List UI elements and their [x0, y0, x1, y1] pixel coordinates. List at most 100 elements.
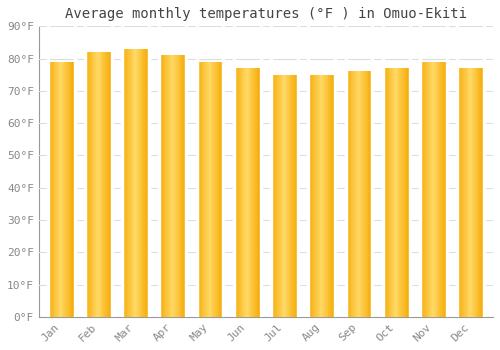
Bar — [363, 71, 364, 317]
Bar — [326, 75, 328, 317]
Bar — [471, 68, 472, 317]
Bar — [102, 52, 104, 317]
Bar — [106, 52, 107, 317]
Bar — [145, 49, 146, 317]
Bar — [66, 62, 67, 317]
Bar — [424, 62, 425, 317]
Bar — [371, 71, 372, 317]
Bar — [434, 62, 435, 317]
Bar — [370, 71, 371, 317]
Bar — [105, 52, 106, 317]
Bar — [216, 62, 217, 317]
Bar — [144, 49, 145, 317]
Bar — [295, 75, 296, 317]
Bar — [275, 75, 276, 317]
Bar — [426, 62, 427, 317]
Bar — [358, 71, 360, 317]
Bar — [96, 52, 97, 317]
Bar — [54, 62, 56, 317]
Bar — [462, 68, 463, 317]
Bar — [457, 68, 458, 317]
Bar — [390, 68, 392, 317]
Bar — [70, 62, 72, 317]
Bar — [444, 62, 446, 317]
Bar — [333, 75, 334, 317]
Bar — [57, 62, 58, 317]
Bar — [89, 52, 90, 317]
Bar — [432, 62, 433, 317]
Bar — [346, 71, 347, 317]
Bar — [396, 68, 398, 317]
Bar — [332, 75, 333, 317]
Bar — [278, 75, 280, 317]
Bar — [353, 71, 354, 317]
Bar — [110, 52, 112, 317]
Bar — [128, 49, 129, 317]
Bar — [169, 55, 170, 317]
Bar — [184, 55, 185, 317]
Bar — [88, 52, 89, 317]
Bar — [97, 52, 98, 317]
Bar — [466, 68, 468, 317]
Bar — [94, 52, 96, 317]
Bar — [296, 75, 298, 317]
Bar — [220, 62, 222, 317]
Bar — [84, 52, 86, 317]
Bar — [100, 52, 102, 317]
Bar — [176, 55, 177, 317]
Bar — [280, 75, 281, 317]
Bar — [443, 62, 444, 317]
Bar — [204, 62, 205, 317]
Bar — [481, 68, 482, 317]
Bar — [293, 75, 294, 317]
Bar — [347, 71, 348, 317]
Bar — [366, 71, 368, 317]
Bar — [62, 62, 64, 317]
Bar — [205, 62, 206, 317]
Bar — [386, 68, 387, 317]
Bar — [345, 71, 346, 317]
Bar — [317, 75, 318, 317]
Bar — [463, 68, 464, 317]
Bar — [64, 62, 65, 317]
Bar — [146, 49, 147, 317]
Bar — [388, 68, 390, 317]
Bar — [287, 75, 288, 317]
Bar — [135, 49, 136, 317]
Bar — [178, 55, 180, 317]
Bar — [51, 62, 52, 317]
Bar — [472, 68, 473, 317]
Bar — [136, 49, 137, 317]
Bar — [161, 55, 162, 317]
Bar — [98, 52, 99, 317]
Bar — [60, 62, 62, 317]
Bar — [206, 62, 207, 317]
Bar — [355, 71, 356, 317]
Bar — [433, 62, 434, 317]
Bar — [309, 75, 310, 317]
Bar — [482, 68, 483, 317]
Bar — [238, 68, 239, 317]
Bar — [49, 62, 50, 317]
Bar — [196, 62, 197, 317]
Bar — [124, 49, 126, 317]
Title: Average monthly temperatures (°F ) in Omuo-Ekiti: Average monthly temperatures (°F ) in Om… — [65, 7, 467, 21]
Bar — [240, 68, 242, 317]
Bar — [360, 71, 361, 317]
Bar — [107, 52, 108, 317]
Bar — [129, 49, 130, 317]
Bar — [59, 62, 60, 317]
Bar — [52, 62, 54, 317]
Bar — [470, 68, 471, 317]
Bar — [91, 52, 92, 317]
Bar — [438, 62, 440, 317]
Bar — [285, 75, 286, 317]
Bar — [479, 68, 480, 317]
Bar — [428, 62, 430, 317]
Bar — [361, 71, 362, 317]
Bar — [294, 75, 295, 317]
Bar — [222, 62, 223, 317]
Bar — [441, 62, 442, 317]
Bar — [436, 62, 438, 317]
Bar — [210, 62, 212, 317]
